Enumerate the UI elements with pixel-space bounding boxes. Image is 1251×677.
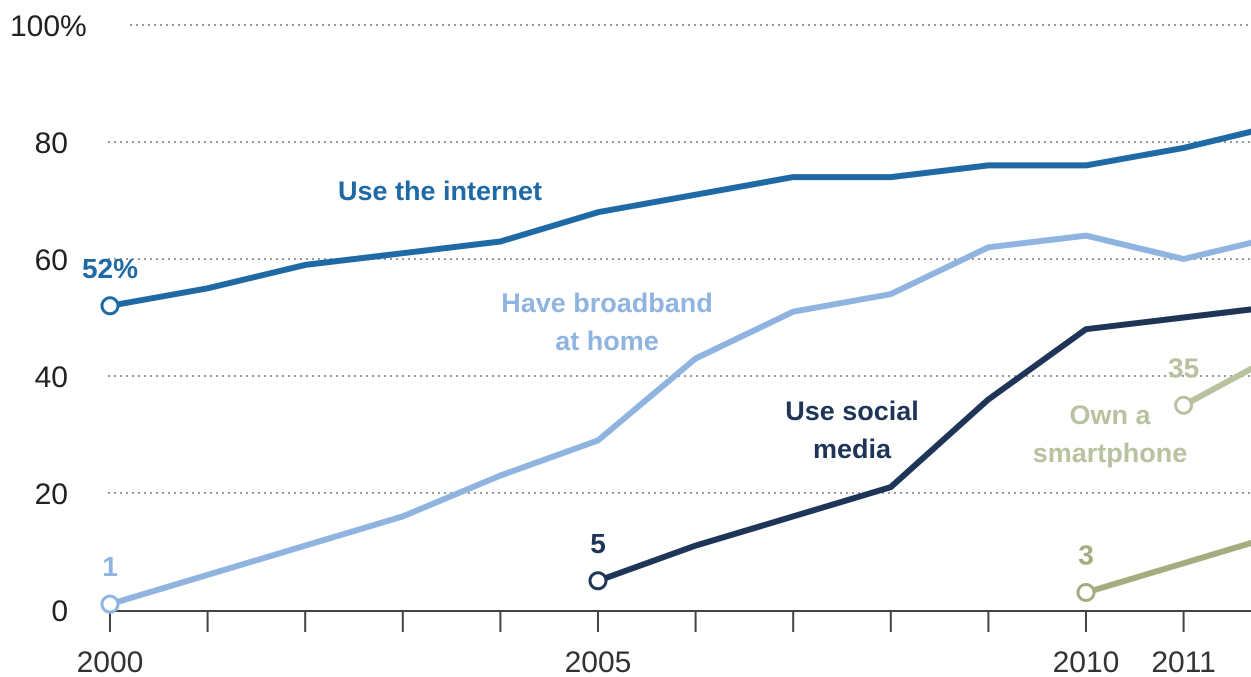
x-tick-label: 2010: [1053, 646, 1120, 677]
y-tick-label: 80: [35, 127, 68, 160]
series-start-marker-broadband: [100, 594, 120, 614]
series-start-marker-smartphone: [1174, 395, 1194, 415]
series-label-social: media: [813, 434, 892, 464]
data-label-broadband: 1: [102, 551, 118, 582]
series-line-social: [596, 306, 1251, 584]
series-label-social: Use social: [785, 396, 919, 426]
series-label-broadband: Have broadband: [501, 288, 713, 318]
y-tick-label: 60: [35, 244, 68, 277]
data-label-smartphone: 35: [1168, 352, 1199, 383]
data-label-smartphone-base: 3: [1078, 539, 1094, 570]
x-tick-label: 2000: [77, 646, 144, 677]
series-labels: 52% 1 5 35 3 Use the internet Have broadband at…: [82, 176, 1199, 582]
series-line-broadband: [109, 232, 1251, 607]
y-tick-label: 20: [35, 478, 68, 511]
y-axis-tick-labels: 0 20 40 60 80 100%: [10, 10, 87, 628]
series-label-smartphone: Own a: [1069, 400, 1151, 430]
series-start-marker-internet: [100, 296, 120, 316]
x-tick-label: 2005: [565, 646, 632, 677]
series-lines: [100, 128, 1251, 614]
x-tick-label: 2011: [1151, 646, 1216, 677]
gridlines: [108, 24, 1251, 494]
y-tick-label: 100%: [10, 10, 87, 43]
series-line-smartphone: [1182, 365, 1251, 408]
series-start-marker-social: [588, 571, 608, 591]
x-axis: 2000 2005 2010 2011: [77, 610, 1251, 677]
series-label-broadband: at home: [555, 326, 659, 356]
series-start-marker-smartphone-base: [1076, 582, 1096, 602]
data-label-internet: 52%: [82, 253, 138, 284]
series-label-smartphone: smartphone: [1033, 438, 1188, 468]
series-label-internet: Use the internet: [338, 176, 542, 206]
series-line-smartphone-base: [1085, 539, 1251, 596]
y-tick-label: 0: [51, 595, 68, 628]
y-tick-label: 40: [35, 361, 68, 394]
data-label-social: 5: [590, 528, 606, 559]
series-line-internet: [109, 128, 1251, 309]
